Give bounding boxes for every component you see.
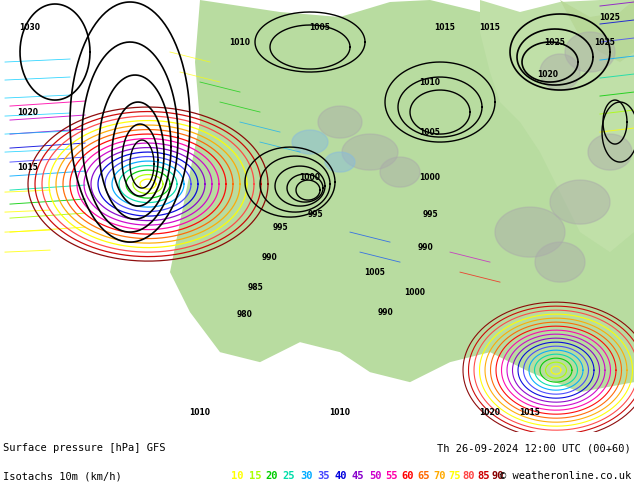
Polygon shape <box>342 134 398 170</box>
Text: 1015: 1015 <box>18 163 39 172</box>
Text: 1025: 1025 <box>545 38 566 47</box>
Text: 1010: 1010 <box>190 408 210 416</box>
Text: 1020: 1020 <box>479 408 500 416</box>
Text: 45: 45 <box>352 471 365 481</box>
Polygon shape <box>318 106 362 138</box>
Text: 1015: 1015 <box>479 23 500 31</box>
Text: 90: 90 <box>492 471 504 481</box>
Polygon shape <box>380 157 420 187</box>
Text: 990: 990 <box>417 243 433 251</box>
Text: 995: 995 <box>272 222 288 232</box>
Text: 980: 980 <box>237 310 253 318</box>
Text: 995: 995 <box>307 210 323 219</box>
Polygon shape <box>170 0 634 392</box>
Polygon shape <box>588 134 632 170</box>
Text: 985: 985 <box>247 283 263 292</box>
Text: 1030: 1030 <box>20 23 41 31</box>
Text: 60: 60 <box>402 471 414 481</box>
Text: 15: 15 <box>249 471 261 481</box>
Text: © weatheronline.co.uk: © weatheronline.co.uk <box>500 471 631 481</box>
Text: 1010: 1010 <box>230 38 250 47</box>
Text: Surface pressure [hPa] GFS: Surface pressure [hPa] GFS <box>3 443 165 453</box>
Text: Th 26-09-2024 12:00 UTC (00+60): Th 26-09-2024 12:00 UTC (00+60) <box>437 443 631 453</box>
Polygon shape <box>535 242 585 282</box>
Polygon shape <box>560 0 634 62</box>
Text: 1000: 1000 <box>299 172 321 182</box>
Polygon shape <box>495 207 565 257</box>
Text: 25: 25 <box>283 471 295 481</box>
Polygon shape <box>550 180 610 224</box>
Text: 1010: 1010 <box>420 77 441 87</box>
Text: 1020: 1020 <box>538 70 559 78</box>
Text: 990: 990 <box>377 308 393 317</box>
Text: 1015: 1015 <box>519 408 540 416</box>
Text: Isotachs 10m (km/h): Isotachs 10m (km/h) <box>3 471 122 481</box>
Text: 70: 70 <box>434 471 446 481</box>
Polygon shape <box>540 54 580 90</box>
Text: 1025: 1025 <box>600 13 621 22</box>
Text: 20: 20 <box>266 471 278 481</box>
Text: 1005: 1005 <box>365 268 385 277</box>
Text: 85: 85 <box>478 471 490 481</box>
Text: 1005: 1005 <box>420 127 441 137</box>
Polygon shape <box>325 152 355 172</box>
Text: 35: 35 <box>318 471 330 481</box>
Text: 1010: 1010 <box>330 408 351 416</box>
Text: 65: 65 <box>418 471 430 481</box>
Text: 75: 75 <box>449 471 462 481</box>
Polygon shape <box>565 32 615 72</box>
Polygon shape <box>480 0 634 252</box>
Text: 30: 30 <box>301 471 313 481</box>
Text: 1025: 1025 <box>595 38 616 47</box>
Text: 55: 55 <box>385 471 398 481</box>
Text: 50: 50 <box>369 471 381 481</box>
Text: 1000: 1000 <box>420 172 441 182</box>
Text: 1005: 1005 <box>309 23 330 31</box>
Text: 1000: 1000 <box>404 288 425 296</box>
Polygon shape <box>292 130 328 154</box>
Text: 990: 990 <box>262 253 278 262</box>
Text: 1020: 1020 <box>18 107 39 117</box>
Text: 10: 10 <box>231 471 243 481</box>
Text: 40: 40 <box>335 471 347 481</box>
Text: 80: 80 <box>463 471 476 481</box>
Text: 1015: 1015 <box>434 23 455 31</box>
Text: 995: 995 <box>422 210 438 219</box>
